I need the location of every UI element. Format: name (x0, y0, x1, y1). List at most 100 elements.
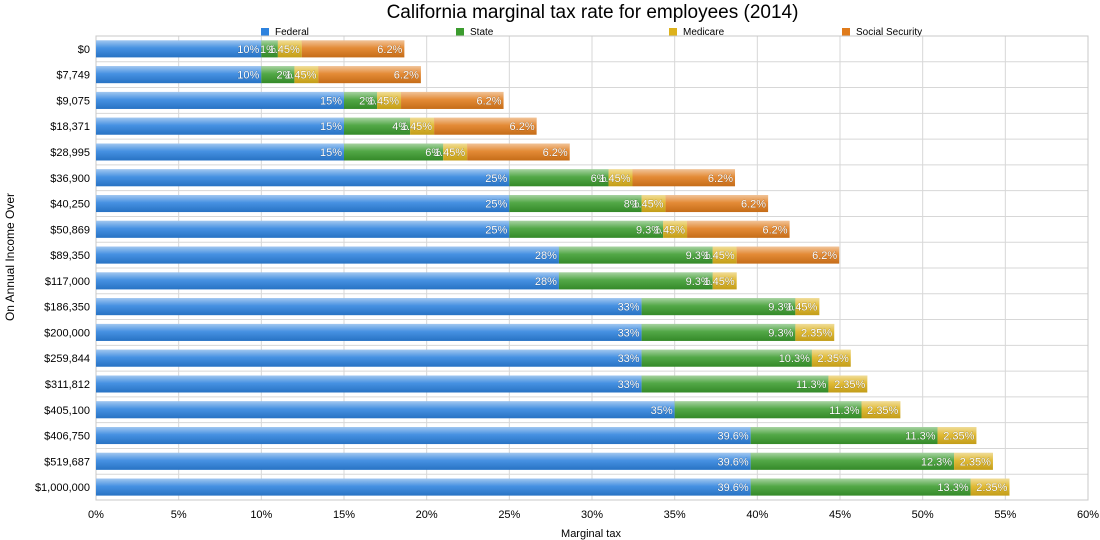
bar-shine (96, 91, 344, 109)
chart-title: California marginal tax rate for employe… (386, 2, 799, 23)
category-label: $0 (78, 44, 90, 56)
data-label: 9.3% (636, 224, 661, 236)
bar-shine (96, 401, 675, 419)
bar-shine (954, 452, 993, 470)
legend-swatch (261, 28, 269, 36)
category-label: $1,000,000 (35, 482, 90, 494)
category-label: $200,000 (44, 327, 90, 339)
plot-frame (95, 35, 1089, 501)
legend-item: Social Security (842, 25, 922, 39)
data-label: 6.2% (394, 70, 419, 82)
data-label: 1.45% (285, 70, 316, 82)
bar-shine (261, 66, 295, 84)
bar-shine (96, 375, 642, 393)
bar-shine (443, 143, 468, 161)
data-label: 1% (260, 44, 276, 56)
x-tick-label: 25% (498, 509, 520, 521)
data-label: 28% (535, 250, 557, 262)
data-label: 2.35% (960, 456, 991, 468)
data-label: 9.3% (686, 276, 711, 288)
data-label: 28% (535, 276, 557, 288)
bar-shine (96, 478, 751, 496)
category-label: $89,350 (50, 250, 90, 262)
bar-shine (96, 117, 344, 135)
bar-shine (277, 40, 302, 58)
bar-shine (861, 401, 901, 419)
data-label: 39.6% (718, 482, 749, 494)
x-tick-label: 35% (664, 509, 686, 521)
category-label: $186,350 (44, 302, 90, 314)
x-tick-label: 55% (994, 509, 1016, 521)
data-label: 6.2% (476, 95, 501, 107)
legend-item: Federal (261, 25, 309, 39)
category-label: $117,000 (45, 276, 90, 288)
bar-shine (558, 246, 713, 264)
legend-swatch (669, 28, 677, 36)
legend-item: State (456, 25, 493, 39)
bar-shine (96, 143, 344, 161)
bar-shine (294, 66, 319, 84)
data-label: 9.3% (686, 250, 711, 262)
data-label: 1.45% (632, 199, 663, 211)
data-label: 11.3% (796, 379, 827, 391)
data-label: 10.3% (779, 353, 810, 365)
data-label: 1.45% (368, 95, 399, 107)
category-label: $7,749 (56, 70, 90, 82)
data-label: 6.2% (510, 121, 535, 133)
data-label: 1.45% (434, 147, 465, 159)
bar-shine (96, 246, 559, 264)
data-label: 1.45% (703, 250, 734, 262)
bar-shine (641, 375, 829, 393)
x-tick-label: 5% (171, 509, 187, 521)
bar-shine (377, 91, 402, 109)
bar-shine (608, 169, 633, 187)
bar-shine (344, 91, 378, 109)
x-tick-label: 20% (416, 509, 438, 521)
bar-shine (828, 375, 868, 393)
category-label: $28,995 (50, 147, 90, 159)
data-label: 15% (320, 147, 342, 159)
x-tick-label: 50% (912, 509, 934, 521)
legend-label: Social Security (856, 26, 923, 38)
legend-swatch (842, 28, 850, 36)
data-label: 4% (392, 121, 408, 133)
data-label: 1.45% (401, 121, 432, 133)
bar-shine (795, 323, 835, 341)
data-label: 6% (591, 173, 607, 185)
data-label: 6.2% (543, 147, 568, 159)
bar-shine (750, 452, 955, 470)
data-label: 1.45% (703, 276, 734, 288)
bar-shine (467, 143, 570, 161)
x-axis-label: Marginal tax (561, 528, 621, 540)
bar-shine (344, 117, 411, 135)
bar-shine (665, 195, 769, 213)
category-label: $50,869 (50, 224, 90, 236)
bar-shine (96, 272, 559, 290)
category-label: $406,750 (44, 431, 90, 443)
category-label: $519,687 (44, 456, 90, 468)
data-label: 6% (425, 147, 441, 159)
bar-shine (712, 272, 737, 290)
data-label: 2% (359, 95, 375, 107)
bar-shine (96, 66, 262, 84)
bar-shine (96, 169, 510, 187)
bar-shine (509, 169, 609, 187)
bar-shine (811, 349, 851, 367)
bar-shine (96, 427, 751, 445)
y-axis-label: On Annual Income Over (3, 192, 17, 322)
bar-shine (687, 220, 790, 238)
data-label: 2.35% (801, 327, 832, 339)
bar-shine (509, 195, 642, 213)
data-label: 10% (237, 44, 259, 56)
bar-shine (434, 117, 537, 135)
data-label: 33% (618, 327, 640, 339)
bar-shine (632, 169, 736, 187)
bar-shine (641, 298, 796, 316)
bar-shine (641, 349, 812, 367)
bar-shine (344, 143, 444, 161)
category-label: $9,075 (56, 95, 90, 107)
data-label: 1.45% (654, 224, 685, 236)
bar-shine (674, 401, 862, 419)
legend-label: State (470, 26, 494, 38)
